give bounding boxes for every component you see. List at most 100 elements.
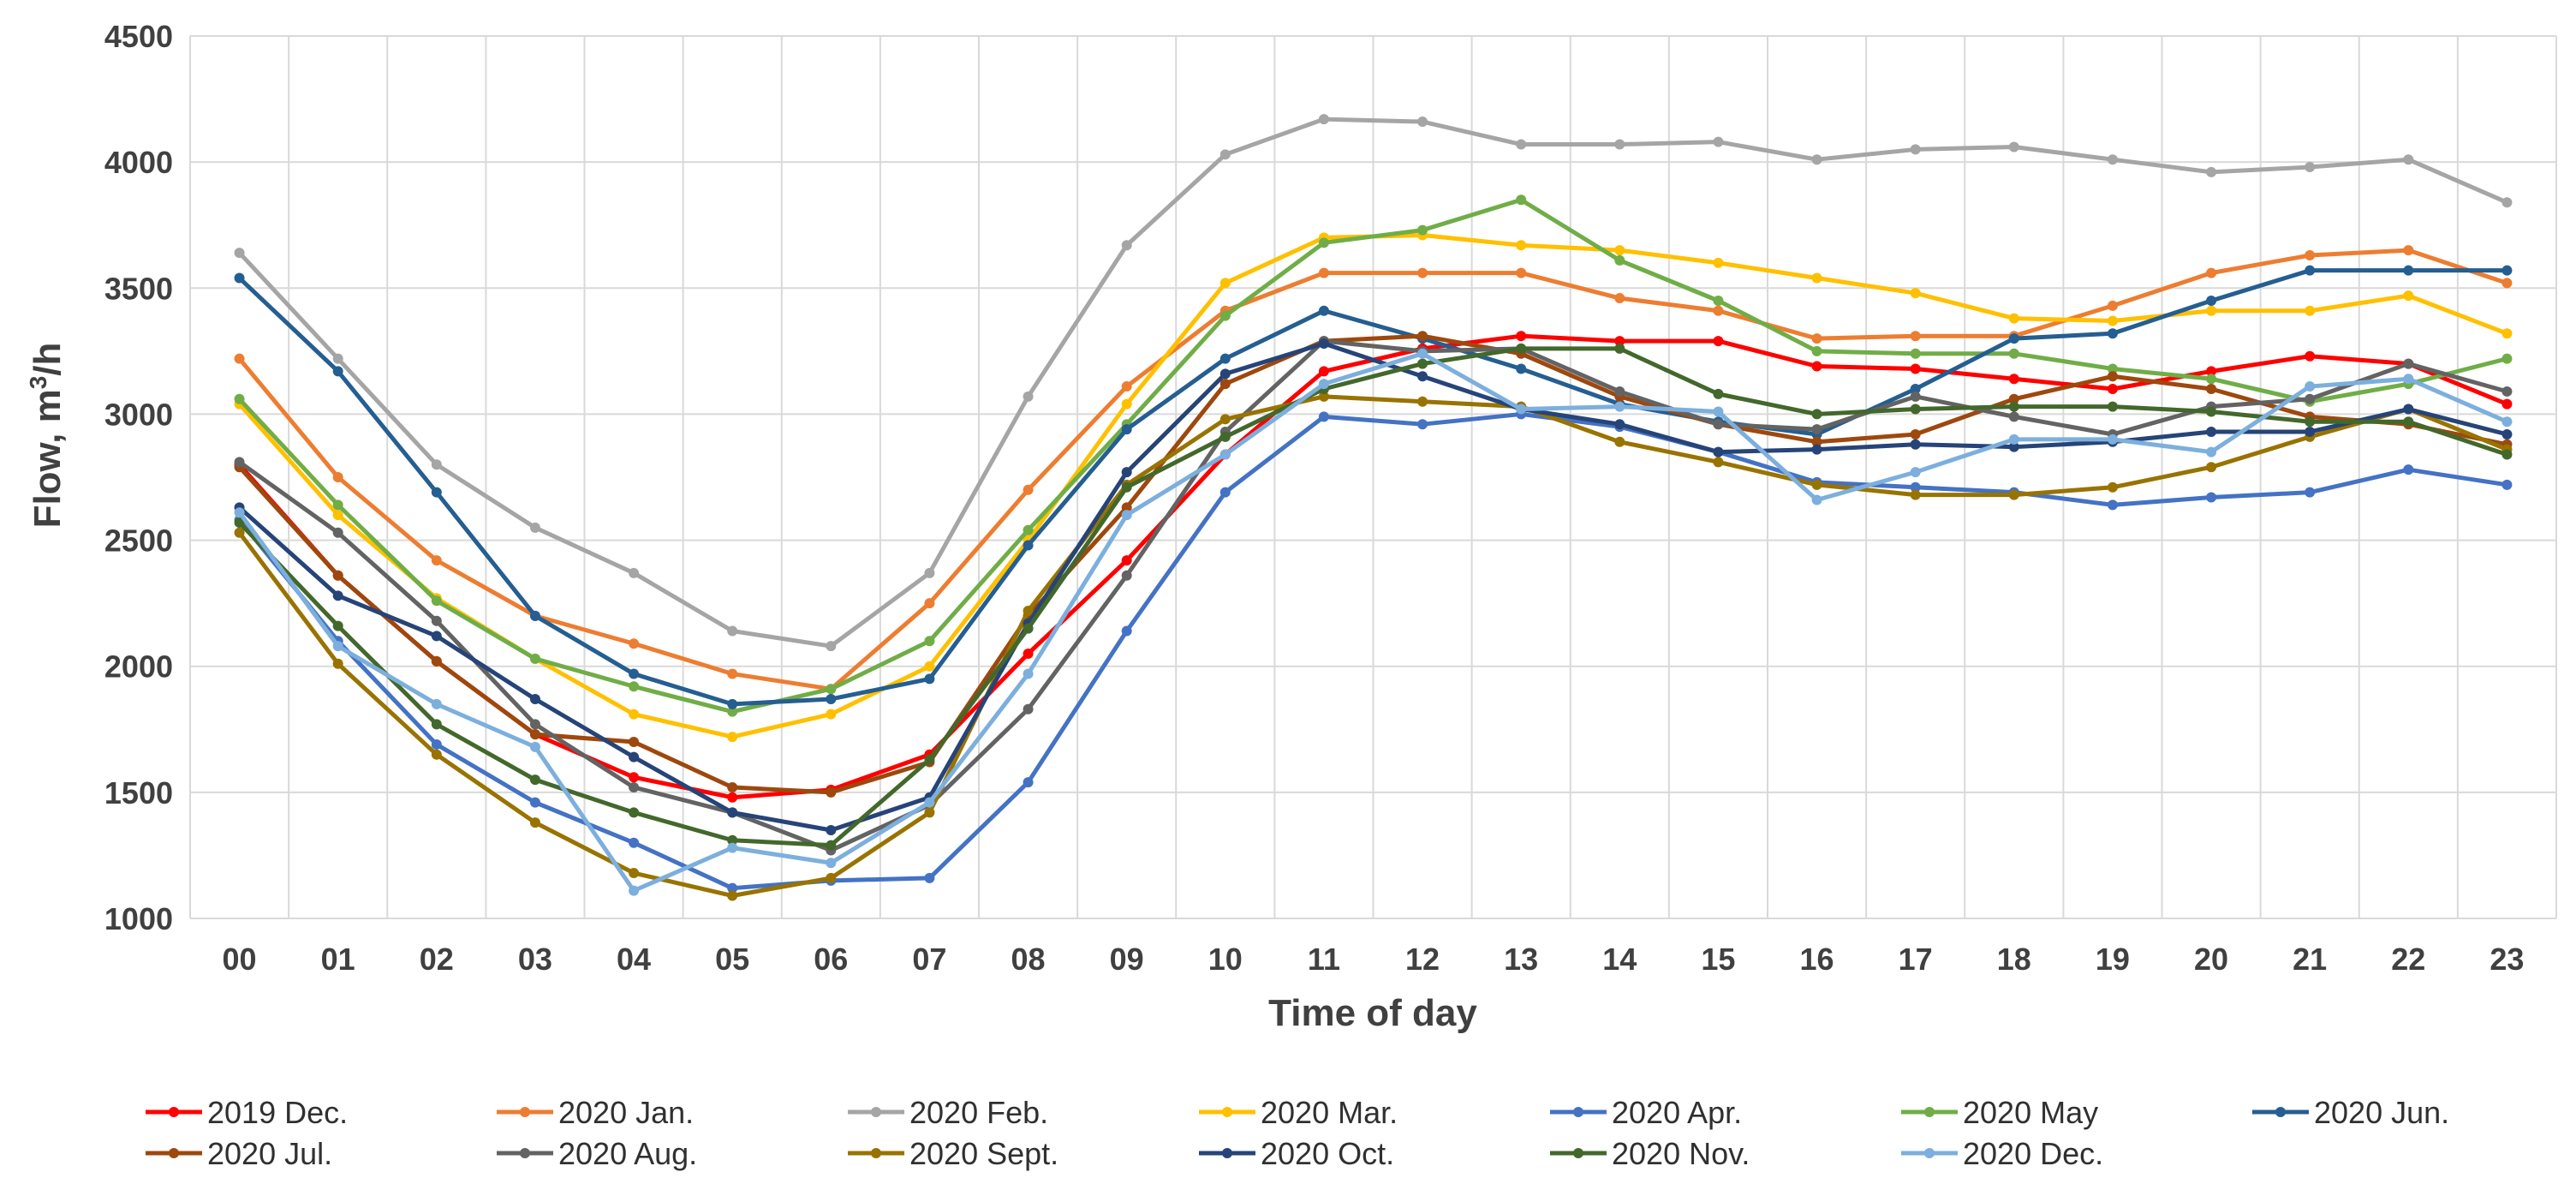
data-point xyxy=(1318,267,1329,278)
data-point xyxy=(1910,467,1921,478)
data-point xyxy=(2403,265,2414,276)
data-point xyxy=(2107,363,2118,374)
data-point xyxy=(529,817,540,828)
data-point xyxy=(1417,224,1428,236)
legend-swatch-marker xyxy=(520,1107,530,1117)
data-point xyxy=(1614,343,1625,354)
data-point xyxy=(1121,510,1132,521)
data-point xyxy=(1713,305,1724,316)
data-point xyxy=(2206,374,2217,385)
data-point xyxy=(2008,141,2019,152)
data-point xyxy=(529,797,540,808)
data-point xyxy=(2305,265,2316,276)
data-point xyxy=(727,834,738,846)
data-point xyxy=(924,598,935,609)
data-point xyxy=(924,754,935,765)
data-point xyxy=(1121,381,1132,392)
data-point xyxy=(2008,374,2019,385)
data-point xyxy=(1318,338,1329,350)
legend-label: 2020 Jul. xyxy=(207,1136,332,1171)
data-point xyxy=(826,684,837,695)
data-point xyxy=(234,393,245,404)
data-point xyxy=(1910,331,1921,342)
data-point xyxy=(1318,237,1329,248)
data-point xyxy=(1219,353,1231,364)
series-line xyxy=(237,197,2509,715)
legend-item: 2020 Oct. xyxy=(1199,1136,1394,1171)
legend: 2019 Dec. 2020 Jan. 2020 Feb. 2020 Mar. 2020… xyxy=(146,1095,2449,1171)
data-point xyxy=(727,890,738,901)
data-point xyxy=(1910,391,1921,402)
data-point xyxy=(629,781,640,792)
data-point xyxy=(1811,154,1822,165)
data-point xyxy=(2206,492,2217,503)
data-point xyxy=(2107,328,2118,339)
series-line xyxy=(237,346,2509,848)
data-point xyxy=(2501,416,2513,428)
x-tick-label: 19 xyxy=(2096,942,2130,977)
data-point xyxy=(1023,391,1034,402)
data-point xyxy=(332,499,343,511)
data-point xyxy=(629,737,640,747)
data-point xyxy=(2501,353,2513,364)
data-point xyxy=(1713,336,1724,347)
series-2020-nov xyxy=(234,343,2513,851)
data-point xyxy=(1023,524,1034,535)
legend-label: 2019 Dec. xyxy=(207,1095,348,1130)
y-tick-label: 2500 xyxy=(104,523,173,559)
data-point xyxy=(2403,154,2414,165)
legend-item: 2020 Apr. xyxy=(1550,1095,1742,1130)
data-point xyxy=(2107,401,2118,412)
legend-item: 2020 Jun. xyxy=(2252,1095,2449,1130)
data-point xyxy=(1516,331,1527,342)
x-tick-label: 09 xyxy=(1110,942,1144,977)
data-point xyxy=(1910,144,1921,155)
legend-label: 2020 Feb. xyxy=(909,1095,1048,1130)
data-point xyxy=(826,641,837,652)
data-point xyxy=(2305,162,2316,173)
legend-item: 2020 May xyxy=(1901,1095,2098,1130)
data-point xyxy=(1713,296,1724,306)
legend-swatch-marker xyxy=(871,1107,881,1117)
y-tick-label: 3000 xyxy=(104,397,173,432)
legend-swatch-marker xyxy=(2275,1107,2286,1117)
data-point xyxy=(2206,366,2217,377)
data-point xyxy=(2501,449,2513,460)
data-point xyxy=(332,510,343,521)
data-point xyxy=(727,668,738,679)
data-point xyxy=(2403,245,2414,256)
data-point xyxy=(332,353,343,364)
x-tick-label: 21 xyxy=(2293,942,2327,977)
data-point xyxy=(1516,240,1527,251)
data-point xyxy=(1811,272,1822,284)
data-point xyxy=(1318,379,1329,390)
data-point xyxy=(924,567,935,578)
legend-swatch-marker xyxy=(1573,1148,1583,1158)
data-point xyxy=(1516,404,1527,415)
data-point xyxy=(431,595,442,607)
data-point xyxy=(2008,489,2019,500)
data-point xyxy=(332,620,343,631)
data-point xyxy=(1318,411,1329,422)
data-point xyxy=(1417,419,1428,430)
data-point xyxy=(529,522,540,533)
data-point xyxy=(1811,361,1822,372)
legend-swatch-marker xyxy=(169,1107,179,1117)
data-point xyxy=(1713,457,1724,468)
legend-item: 2020 Sept. xyxy=(848,1136,1058,1171)
data-point xyxy=(1516,194,1527,206)
legend-item: 2020 Feb. xyxy=(848,1095,1048,1130)
data-point xyxy=(924,673,935,685)
data-point xyxy=(332,366,343,377)
series-2020-jan xyxy=(234,245,2513,695)
data-point xyxy=(2206,406,2217,417)
data-point xyxy=(529,693,540,704)
data-point xyxy=(1318,366,1329,377)
legend-label: 2020 Dec. xyxy=(1963,1136,2103,1171)
data-point xyxy=(727,842,738,853)
y-tick-label: 2000 xyxy=(104,649,173,685)
data-point xyxy=(2501,398,2513,410)
data-point xyxy=(2206,462,2217,473)
legend-label: 2020 Mar. xyxy=(1261,1095,1398,1130)
